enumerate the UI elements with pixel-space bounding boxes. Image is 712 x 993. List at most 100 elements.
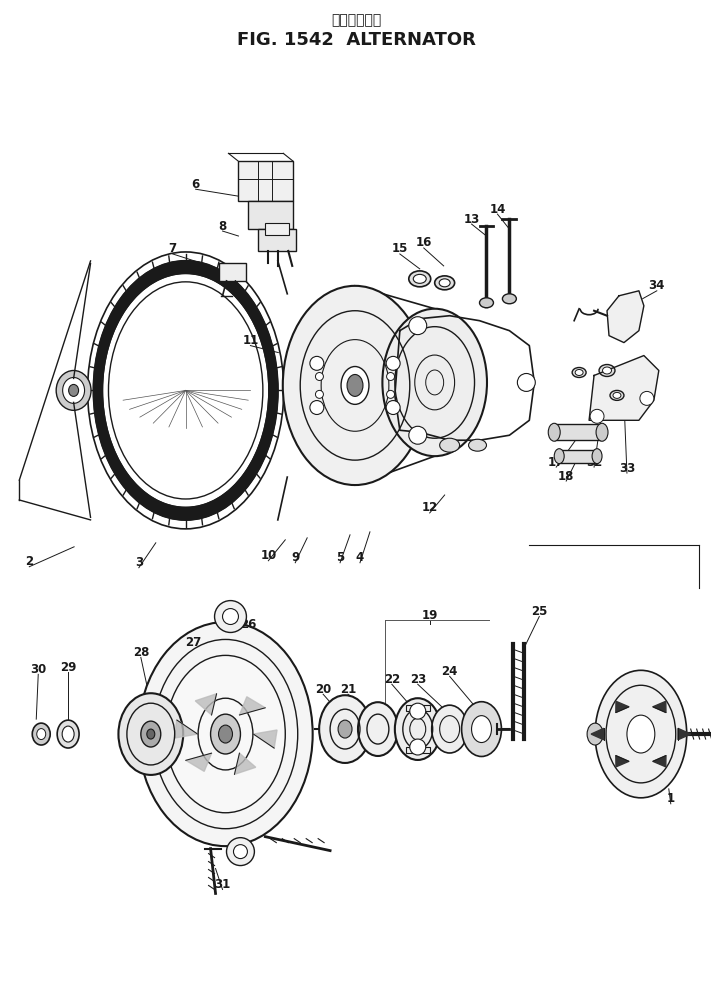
Text: 16: 16 [416,236,432,249]
Polygon shape [93,261,278,520]
Text: 15: 15 [392,242,408,255]
Ellipse shape [358,702,398,756]
Polygon shape [653,701,666,713]
Circle shape [386,400,400,414]
Circle shape [518,373,535,391]
Polygon shape [591,728,604,740]
Circle shape [640,391,654,405]
Ellipse shape [382,309,487,456]
Text: 20: 20 [315,683,331,696]
Polygon shape [616,756,629,767]
Ellipse shape [37,729,46,740]
Bar [219,263,246,281]
Text: 32: 32 [586,456,602,469]
Text: 12: 12 [422,501,438,514]
Ellipse shape [68,384,78,396]
Circle shape [387,390,394,398]
Ellipse shape [435,276,455,290]
Ellipse shape [409,271,431,287]
Ellipse shape [596,423,608,441]
Ellipse shape [572,367,586,377]
Polygon shape [239,697,266,715]
Ellipse shape [413,274,426,283]
Ellipse shape [479,298,493,308]
Polygon shape [234,753,256,775]
Ellipse shape [62,726,74,742]
Ellipse shape [108,282,263,499]
Circle shape [410,739,426,755]
Ellipse shape [395,698,441,760]
Text: 25: 25 [531,605,548,618]
Bar [248,202,293,229]
Polygon shape [186,753,211,772]
Ellipse shape [118,693,183,775]
Text: 27: 27 [186,636,201,649]
Ellipse shape [610,390,624,400]
Text: 2: 2 [25,555,33,568]
Ellipse shape [599,364,615,376]
Text: 7: 7 [169,242,177,255]
Text: 28: 28 [132,645,149,659]
Circle shape [226,838,254,866]
Text: 5: 5 [336,551,344,564]
Ellipse shape [141,721,161,747]
Ellipse shape [147,729,155,739]
Ellipse shape [461,702,501,757]
Circle shape [234,845,248,859]
Text: 10: 10 [260,549,276,562]
Text: 24: 24 [441,665,458,678]
Text: 17: 17 [548,456,565,469]
Circle shape [590,409,604,423]
Text: t: t [253,312,258,325]
Text: 26: 26 [240,618,256,631]
Polygon shape [653,756,666,767]
Text: 3: 3 [135,556,143,569]
Circle shape [310,400,324,414]
Text: 18: 18 [558,470,575,483]
Text: 6: 6 [192,178,200,191]
Circle shape [387,372,394,380]
Polygon shape [589,355,659,420]
Ellipse shape [439,279,450,287]
Text: 30: 30 [30,662,46,676]
Text: 9: 9 [291,551,299,564]
Text: 22: 22 [384,673,400,686]
Polygon shape [616,701,629,713]
Circle shape [315,372,323,380]
Text: 8: 8 [219,219,226,232]
Ellipse shape [602,367,612,374]
Ellipse shape [319,695,371,763]
Ellipse shape [471,716,491,743]
Ellipse shape [219,725,233,743]
Ellipse shape [575,369,583,375]
Ellipse shape [592,449,602,464]
Ellipse shape [554,449,564,464]
Text: 11: 11 [242,334,258,348]
Ellipse shape [63,377,85,403]
Ellipse shape [283,286,427,485]
Ellipse shape [440,438,459,452]
Text: 33: 33 [619,462,635,475]
Ellipse shape [32,723,51,745]
Circle shape [310,356,324,370]
Ellipse shape [166,655,286,812]
Ellipse shape [338,720,352,738]
Polygon shape [195,694,216,715]
Bar [258,229,296,251]
Ellipse shape [468,439,486,451]
Text: 21: 21 [340,683,356,696]
Ellipse shape [341,366,369,404]
Text: 23: 23 [409,673,426,686]
Ellipse shape [595,670,686,797]
Text: 1: 1 [666,792,675,805]
Circle shape [223,609,239,625]
Circle shape [386,356,400,370]
Text: 13: 13 [464,213,480,225]
Text: 29: 29 [60,660,76,674]
Text: オルタネータ: オルタネータ [331,13,381,27]
Ellipse shape [431,705,468,753]
Ellipse shape [57,720,79,748]
Ellipse shape [587,723,603,745]
Ellipse shape [138,622,313,846]
Ellipse shape [548,423,560,441]
